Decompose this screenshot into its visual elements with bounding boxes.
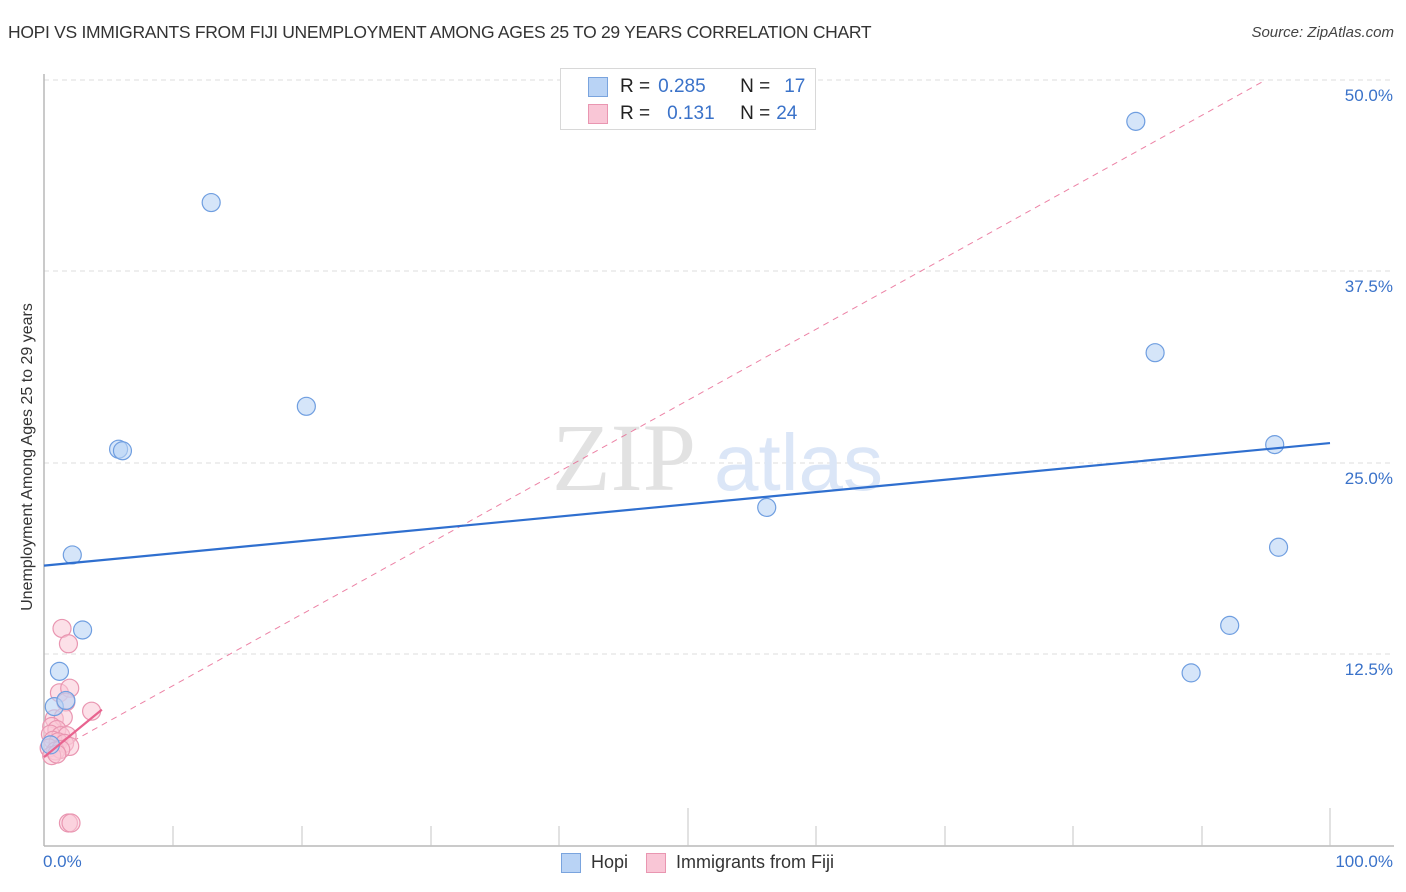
hopi-data-point[interactable] (1181, 663, 1201, 683)
legend-row-hopi: R = 0.285 N = 17 (588, 75, 805, 99)
series-legend: Hopi Immigrants from Fiji (561, 852, 852, 873)
hopi-data-point[interactable] (201, 192, 221, 213)
legend-label: Hopi (591, 852, 629, 872)
svg-text:ZIP: ZIP (552, 404, 696, 511)
hopi-swatch-icon (561, 852, 581, 873)
hopi-data-point[interactable] (112, 441, 133, 461)
legend-item-fiji[interactable]: Immigrants from Fiji (646, 852, 834, 873)
fiji-swatch-icon (646, 852, 667, 873)
hopi-trendline (43, 441, 1331, 567)
hopi-data-point[interactable] (1220, 615, 1240, 635)
fiji-swatch-icon (588, 104, 608, 124)
fiji-trendline-dashed (43, 79, 1266, 758)
y-tick-37-5: 37.5% (1344, 277, 1393, 296)
hopi-data-point[interactable] (49, 661, 70, 681)
fiji-data-point[interactable] (58, 634, 79, 654)
x-ticks (172, 808, 1331, 846)
x-tick-100: 100.0% (1335, 852, 1393, 871)
hopi-data-point[interactable] (1126, 111, 1146, 131)
r-label: R = (620, 103, 651, 124)
stats-legend: R = 0.285 N = 17 R = 0.131 N = 24 (560, 68, 816, 130)
legend-row-fiji: R = 0.131 N = 24 (588, 102, 797, 126)
source-credit: Source: ZipAtlas.com (1251, 24, 1394, 41)
hopi-data-point[interactable] (72, 620, 93, 640)
r-label: R = (620, 76, 651, 97)
hopi-data-point[interactable] (296, 396, 316, 416)
n-value: 24 (776, 103, 798, 124)
fiji-points (39, 618, 102, 833)
fiji-dashed-trendline (43, 79, 1266, 758)
fiji-data-point[interactable] (61, 813, 81, 833)
hopi-data-point[interactable] (62, 545, 82, 565)
chart-title: HOPI VS IMMIGRANTS FROM FIJI UNEMPLOYMEN… (8, 22, 872, 42)
n-label: N = (740, 76, 771, 97)
n-label: N = (740, 103, 771, 124)
hopi-swatch-icon (588, 77, 608, 97)
y-tick-12-5: 12.5% (1344, 660, 1393, 679)
axes (43, 74, 1394, 847)
n-value: 17 (784, 76, 806, 97)
r-value: 0.131 (667, 103, 715, 124)
watermark: ZIP atlas (552, 404, 883, 511)
legend-label: Immigrants from Fiji (676, 852, 835, 872)
y-tick-50: 50.0% (1344, 86, 1393, 105)
hopi-data-point[interactable] (757, 497, 777, 518)
x-tick-0: 0.0% (43, 852, 82, 871)
legend-item-hopi[interactable]: Hopi (561, 852, 628, 873)
trendlines (43, 441, 1331, 758)
hopi-data-point[interactable] (56, 690, 76, 711)
hopi-data-point[interactable] (1268, 537, 1289, 557)
gridlines (44, 79, 1394, 655)
fiji-trendline (43, 708, 103, 758)
svg-text:atlas: atlas (714, 418, 883, 507)
r-value: 0.285 (658, 76, 706, 97)
hopi-data-point[interactable] (1265, 435, 1285, 455)
y-tick-25: 25.0% (1344, 469, 1393, 488)
hopi-data-point[interactable] (1145, 343, 1165, 363)
